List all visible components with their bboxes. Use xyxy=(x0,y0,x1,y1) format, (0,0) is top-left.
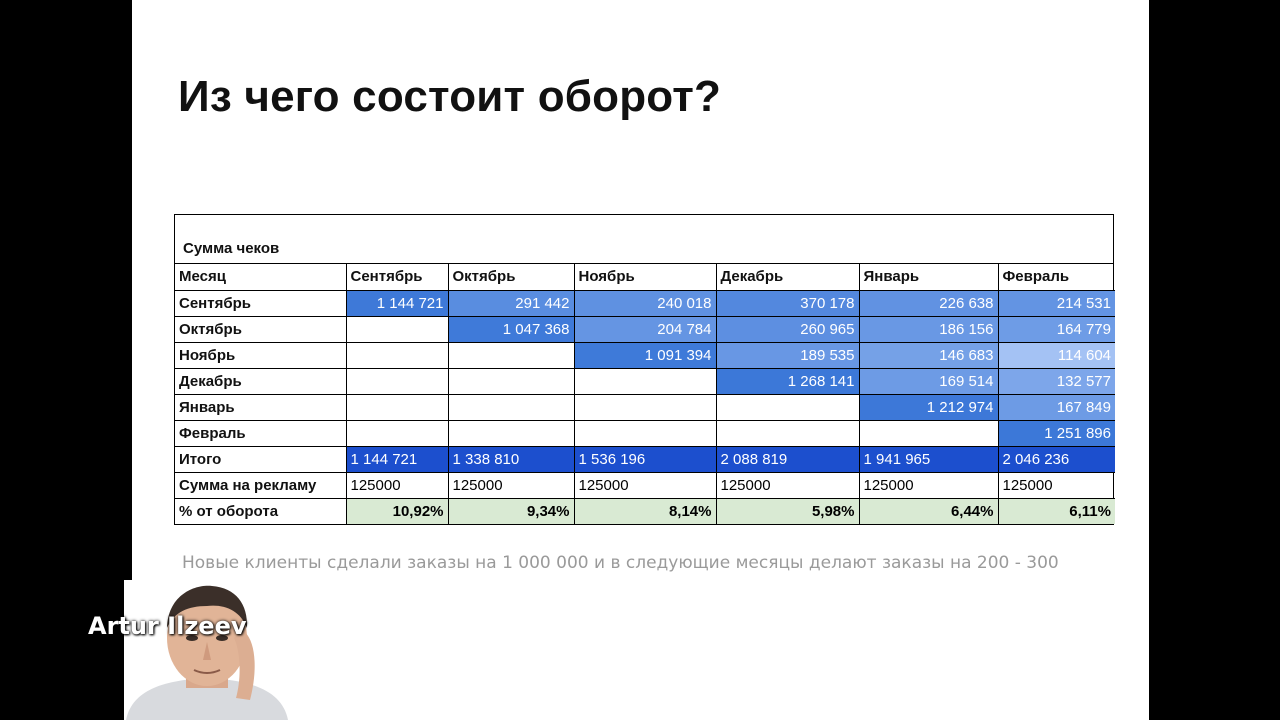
row-label: Октябрь xyxy=(175,315,347,343)
row-label: Сентябрь xyxy=(175,289,347,317)
table-cell: 370 178 xyxy=(715,289,860,317)
total-row: Итого 1 144 721 1 338 810 1 536 196 2 088 81… xyxy=(175,445,1115,473)
empty-cell xyxy=(715,393,860,421)
empty-cell xyxy=(345,315,449,343)
total-cell: 1 144 721 xyxy=(345,445,449,473)
empty-cell xyxy=(858,419,999,447)
column-header: Декабрь xyxy=(715,264,860,291)
table-cell: 240 018 xyxy=(573,289,717,317)
table-cell: 260 965 xyxy=(715,315,860,343)
empty-cell xyxy=(447,341,575,369)
column-header: Месяц xyxy=(175,264,347,291)
percent-cell: 6,44% xyxy=(858,497,999,524)
presenter-photo xyxy=(124,580,290,720)
percent-cell: 6,11% xyxy=(997,497,1115,524)
ad-spend-row: Сумма на рекламу 125000 125000 125000 125000… xyxy=(175,471,1115,499)
table-row: Декабрь 1 268 141 169 514 132 577 xyxy=(175,367,1115,395)
total-cell: 1 338 810 xyxy=(447,445,575,473)
table-row: Октябрь 1 047 368 204 784 260 965 186 156 164… xyxy=(175,315,1115,343)
empty-cell xyxy=(573,367,717,395)
table-cell: 1 212 974 xyxy=(858,393,999,421)
cohort-table: Месяц Сентябрь Октябрь Ноябрь Декабрь Январь Ф… xyxy=(175,264,1115,524)
table-cell: 186 156 xyxy=(858,315,999,343)
total-cell: 2 046 236 xyxy=(997,445,1115,473)
empty-cell xyxy=(345,341,449,369)
table-cell: 114 604 xyxy=(997,341,1115,369)
percent-cell: 10,92% xyxy=(345,497,449,524)
ad-spend-cell: 125000 xyxy=(715,471,860,499)
empty-cell xyxy=(345,419,449,447)
table-row: Февраль 1 251 896 xyxy=(175,419,1115,447)
empty-cell xyxy=(345,393,449,421)
empty-cell xyxy=(345,367,449,395)
total-cell: 2 088 819 xyxy=(715,445,860,473)
ad-spend-cell: 125000 xyxy=(345,471,449,499)
ad-spend-cell: 125000 xyxy=(858,471,999,499)
presenter-webcam xyxy=(124,580,290,720)
table-cell: 1 091 394 xyxy=(573,341,717,369)
empty-cell xyxy=(573,393,717,421)
table-header-row: Месяц Сентябрь Октябрь Ноябрь Декабрь Январь Ф… xyxy=(175,264,1115,291)
cohort-table-container: Сумма чеков Месяц Сентябрь Октябрь Ноябрь Де… xyxy=(174,214,1115,525)
empty-cell xyxy=(447,393,575,421)
ad-spend-cell: 125000 xyxy=(447,471,575,499)
slide: Из чего состоит оборот? Сумма чеков Меся… xyxy=(132,0,1149,720)
table-caption: Сумма чеков xyxy=(183,240,280,257)
table-caption-row: Сумма чеков xyxy=(175,215,1113,264)
table-row: Январь 1 212 974 167 849 xyxy=(175,393,1115,421)
table-cell: 1 251 896 xyxy=(997,419,1115,447)
table-row: Сентябрь 1 144 721 291 442 240 018 370 178 22… xyxy=(175,289,1115,317)
percent-cell: 9,34% xyxy=(447,497,575,524)
table-cell: 189 535 xyxy=(715,341,860,369)
row-label: Декабрь xyxy=(175,367,347,395)
row-label: Итого xyxy=(175,445,347,473)
row-label: Январь xyxy=(175,393,347,421)
empty-cell xyxy=(447,367,575,395)
slide-note: Новые клиенты сделали заказы на 1 000 00… xyxy=(182,553,1059,600)
column-header: Октябрь xyxy=(447,264,575,291)
table-cell: 214 531 xyxy=(997,289,1115,317)
column-header: Ноябрь xyxy=(573,264,717,291)
slide-title: Из чего состоит оборот? xyxy=(178,72,722,121)
column-header: Январь xyxy=(858,264,999,291)
column-header: Февраль xyxy=(997,264,1115,291)
presenter-name: Artur Ilzeev xyxy=(88,612,247,640)
ad-spend-cell: 125000 xyxy=(997,471,1115,499)
table-cell: 204 784 xyxy=(573,315,717,343)
table-row: Ноябрь 1 091 394 189 535 146 683 114 604 xyxy=(175,341,1115,369)
total-cell: 1 536 196 xyxy=(573,445,717,473)
table-cell: 146 683 xyxy=(858,341,999,369)
column-header: Сентябрь xyxy=(345,264,449,291)
total-cell: 1 941 965 xyxy=(858,445,999,473)
ad-spend-cell: 125000 xyxy=(573,471,717,499)
row-label: Февраль xyxy=(175,419,347,447)
empty-cell xyxy=(447,419,575,447)
table-cell: 226 638 xyxy=(858,289,999,317)
table-cell: 1 047 368 xyxy=(447,315,575,343)
table-cell: 167 849 xyxy=(997,393,1115,421)
percent-cell: 5,98% xyxy=(715,497,860,524)
table-cell: 164 779 xyxy=(997,315,1115,343)
empty-cell xyxy=(573,419,717,447)
table-cell: 1 144 721 xyxy=(345,289,449,317)
row-label: Ноябрь xyxy=(175,341,347,369)
table-cell: 132 577 xyxy=(997,367,1115,395)
percent-row: % от оборота 10,92% 9,34% 8,14% 5,98% 6,44% 6,… xyxy=(175,497,1115,524)
table-cell: 1 268 141 xyxy=(715,367,860,395)
row-label: Сумма на рекламу xyxy=(175,471,347,499)
table-cell: 291 442 xyxy=(447,289,575,317)
percent-cell: 8,14% xyxy=(573,497,717,524)
table-cell: 169 514 xyxy=(858,367,999,395)
row-label: % от оборота xyxy=(175,497,347,524)
empty-cell xyxy=(715,419,860,447)
